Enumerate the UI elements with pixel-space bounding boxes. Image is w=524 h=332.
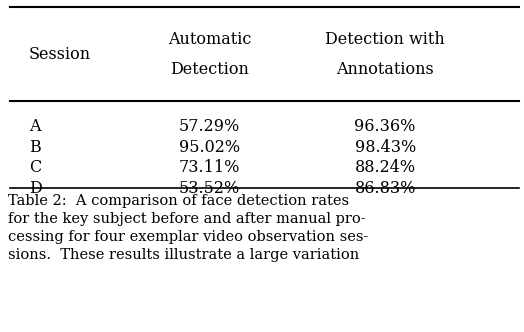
Text: C: C — [29, 159, 41, 177]
Text: B: B — [29, 138, 40, 156]
Text: 73.11%: 73.11% — [179, 159, 241, 177]
Text: Detection with: Detection with — [325, 31, 445, 48]
Text: 98.43%: 98.43% — [355, 138, 416, 156]
Text: 57.29%: 57.29% — [179, 118, 240, 135]
Text: 86.83%: 86.83% — [354, 180, 416, 198]
Text: Session: Session — [29, 46, 91, 63]
Text: 95.02%: 95.02% — [179, 138, 240, 156]
Text: A: A — [29, 118, 40, 135]
Text: Annotations: Annotations — [336, 61, 434, 78]
Text: 96.36%: 96.36% — [354, 118, 416, 135]
Text: 53.52%: 53.52% — [179, 180, 240, 198]
Text: D: D — [29, 180, 41, 198]
Text: 88.24%: 88.24% — [355, 159, 416, 177]
Text: Table 2:  A comparison of face detection rates
for the key subject before and af: Table 2: A comparison of face detection … — [8, 194, 368, 262]
Text: Detection: Detection — [170, 61, 249, 78]
Text: Automatic: Automatic — [168, 31, 252, 48]
